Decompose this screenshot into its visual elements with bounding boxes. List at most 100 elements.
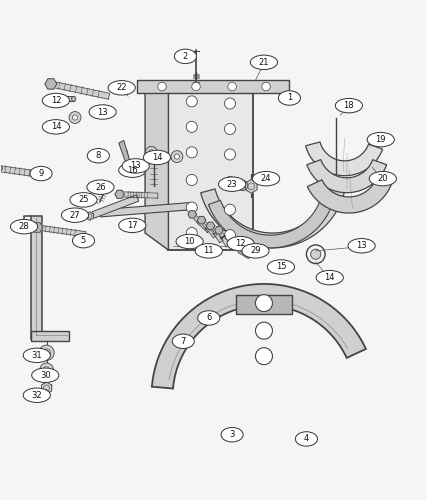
Polygon shape — [244, 248, 253, 258]
Polygon shape — [31, 330, 69, 342]
Ellipse shape — [335, 98, 363, 113]
Circle shape — [186, 96, 197, 107]
Text: 14: 14 — [325, 273, 335, 282]
Text: 15: 15 — [276, 262, 286, 272]
Circle shape — [225, 204, 236, 215]
Circle shape — [39, 345, 54, 360]
Ellipse shape — [49, 96, 54, 102]
Ellipse shape — [221, 428, 243, 442]
Ellipse shape — [30, 166, 52, 181]
Circle shape — [186, 147, 197, 158]
Text: 9: 9 — [38, 169, 43, 178]
Ellipse shape — [242, 244, 269, 258]
Text: 8: 8 — [96, 151, 101, 160]
Ellipse shape — [11, 220, 37, 234]
Circle shape — [43, 367, 49, 372]
Polygon shape — [217, 229, 230, 247]
Polygon shape — [188, 210, 196, 218]
Circle shape — [186, 228, 197, 238]
Ellipse shape — [42, 120, 69, 134]
Ellipse shape — [369, 172, 397, 186]
Text: 25: 25 — [78, 196, 89, 204]
Polygon shape — [50, 81, 109, 99]
Ellipse shape — [70, 192, 97, 207]
Ellipse shape — [144, 150, 170, 164]
Circle shape — [146, 146, 157, 158]
Circle shape — [241, 184, 245, 188]
Text: 32: 32 — [32, 390, 42, 400]
Ellipse shape — [195, 244, 222, 258]
Text: 20: 20 — [377, 174, 388, 183]
Ellipse shape — [42, 94, 69, 108]
Polygon shape — [215, 226, 223, 234]
Text: 12: 12 — [235, 239, 246, 248]
Text: 17: 17 — [127, 221, 138, 230]
Text: 27: 27 — [70, 210, 81, 220]
Text: 1: 1 — [287, 94, 292, 102]
Polygon shape — [120, 192, 158, 198]
Circle shape — [186, 122, 197, 132]
Circle shape — [171, 150, 183, 162]
Polygon shape — [115, 190, 124, 198]
Bar — [168, 88, 253, 250]
Circle shape — [225, 124, 236, 134]
Ellipse shape — [122, 158, 149, 173]
Polygon shape — [197, 216, 206, 224]
Circle shape — [174, 154, 179, 159]
Text: 21: 21 — [259, 58, 269, 67]
Circle shape — [225, 98, 236, 109]
Text: 10: 10 — [184, 237, 195, 246]
Circle shape — [186, 202, 197, 213]
Ellipse shape — [176, 234, 203, 248]
Polygon shape — [119, 140, 132, 172]
Polygon shape — [45, 79, 57, 89]
Ellipse shape — [119, 163, 146, 178]
Ellipse shape — [72, 96, 76, 102]
Text: 30: 30 — [40, 371, 51, 380]
Circle shape — [69, 112, 81, 124]
Text: 29: 29 — [250, 246, 261, 256]
Ellipse shape — [87, 180, 114, 194]
Text: 13: 13 — [356, 242, 367, 250]
Text: 5: 5 — [81, 236, 86, 245]
Polygon shape — [52, 96, 74, 102]
Ellipse shape — [23, 388, 50, 402]
Circle shape — [43, 349, 50, 356]
Text: 26: 26 — [95, 182, 106, 192]
Polygon shape — [200, 219, 217, 238]
Ellipse shape — [72, 234, 95, 248]
Circle shape — [192, 82, 200, 91]
Circle shape — [256, 294, 273, 312]
Text: 31: 31 — [32, 351, 42, 360]
Polygon shape — [41, 382, 52, 394]
Polygon shape — [307, 175, 393, 213]
Polygon shape — [0, 166, 50, 178]
Text: 4: 4 — [304, 434, 309, 444]
Text: 2: 2 — [183, 52, 188, 61]
Ellipse shape — [23, 348, 50, 362]
Polygon shape — [238, 245, 247, 255]
Text: 12: 12 — [51, 96, 61, 105]
Polygon shape — [92, 195, 139, 218]
Polygon shape — [37, 225, 86, 237]
Polygon shape — [201, 179, 346, 248]
Circle shape — [225, 176, 236, 188]
Ellipse shape — [278, 91, 300, 105]
Polygon shape — [208, 192, 335, 248]
Text: 7: 7 — [181, 337, 186, 346]
Polygon shape — [0, 164, 3, 173]
Ellipse shape — [172, 334, 194, 348]
Circle shape — [228, 82, 236, 91]
Circle shape — [225, 230, 236, 240]
Polygon shape — [145, 93, 168, 250]
Text: 14: 14 — [51, 122, 61, 132]
Ellipse shape — [219, 177, 246, 192]
Ellipse shape — [108, 80, 135, 95]
Ellipse shape — [32, 368, 59, 382]
Ellipse shape — [250, 55, 278, 70]
Text: 13: 13 — [130, 162, 141, 170]
Polygon shape — [236, 294, 291, 314]
Ellipse shape — [119, 218, 146, 232]
Ellipse shape — [87, 148, 109, 163]
Text: 3: 3 — [230, 430, 235, 439]
